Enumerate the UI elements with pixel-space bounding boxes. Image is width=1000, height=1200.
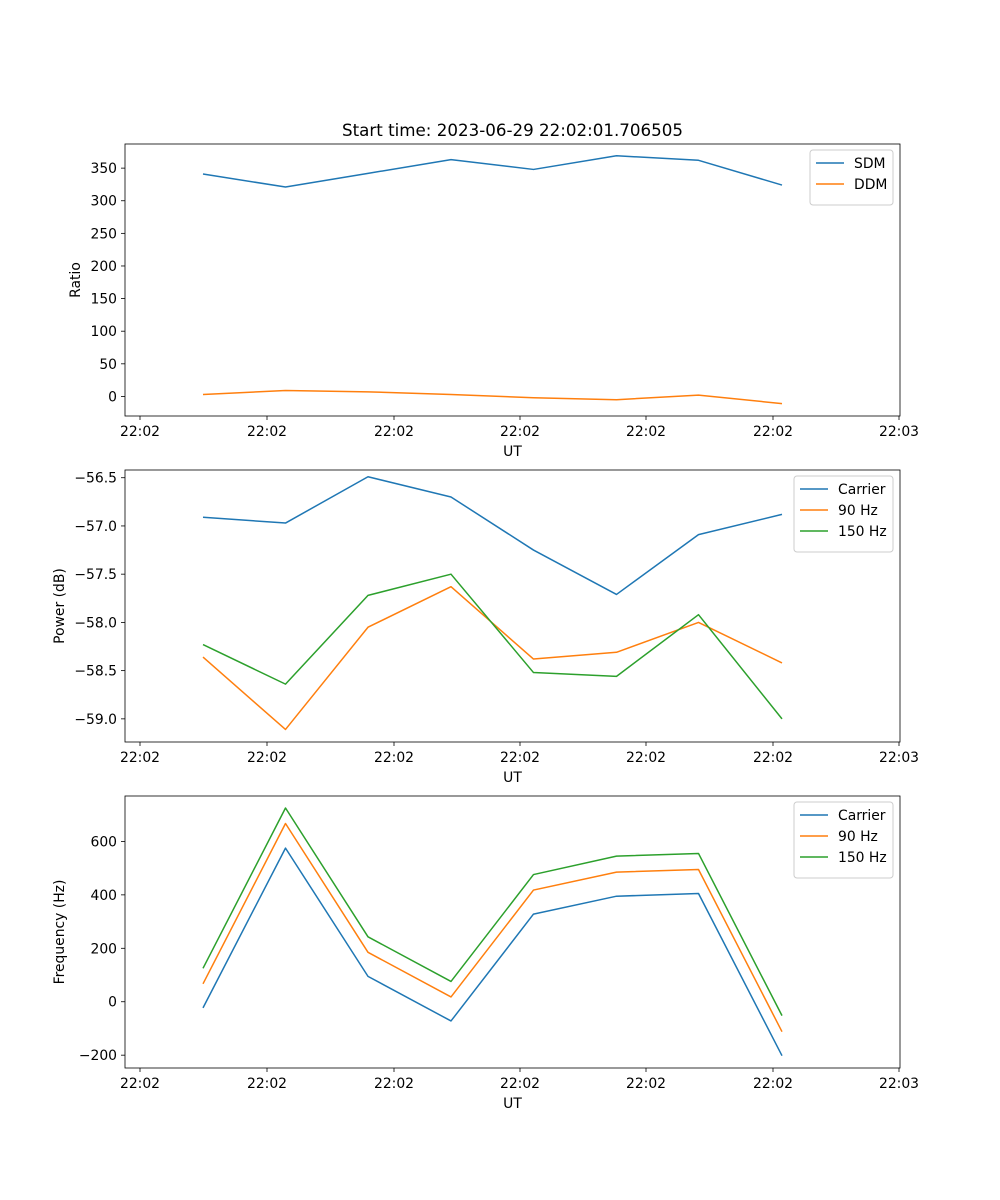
legend: SDM DDM bbox=[809, 149, 894, 206]
x-tick-label: 22:02 bbox=[626, 1076, 666, 1092]
series-line-150-hz bbox=[202, 807, 783, 1016]
legend-label: 150 Hz bbox=[838, 524, 887, 540]
y-tick-label: 300 bbox=[90, 194, 117, 210]
y-tick-label: 50 bbox=[99, 357, 117, 373]
chart-panel-1: 22:02 22:02 22:02 22:02 22:02 22:02 22:03 0 50 10… bbox=[68, 120, 919, 460]
x-tick-label: 22:02 bbox=[500, 424, 540, 440]
series-line-90-hz bbox=[202, 822, 783, 1033]
series-line-carrier bbox=[202, 847, 783, 1057]
x-tick-label: 22:02 bbox=[626, 750, 666, 766]
x-tick-label: 22:02 bbox=[120, 424, 160, 440]
legend-label: Carrier bbox=[838, 808, 886, 824]
chart-panel-2: 22:02 22:02 22:02 22:02 22:02 22:02 22:03 −59.0… bbox=[52, 469, 919, 786]
x-tick-label: 22:03 bbox=[879, 750, 919, 766]
x-tick-label: 22:03 bbox=[879, 424, 919, 440]
legend-label: Carrier bbox=[838, 482, 886, 498]
y-tick-label: 200 bbox=[90, 259, 117, 275]
x-tick-label: 22:02 bbox=[247, 1076, 287, 1092]
legend: Carrier 90 Hz 150 Hz bbox=[793, 475, 894, 553]
y-tick-label: 200 bbox=[90, 941, 117, 957]
y-tick-label: 600 bbox=[90, 834, 117, 850]
legend: Carrier 90 Hz 150 Hz bbox=[793, 801, 894, 879]
chart-title: Start time: 2023-06-29 22:02:01.706505 bbox=[342, 120, 683, 140]
x-tick-label: 22:02 bbox=[626, 424, 666, 440]
series-line-sdm bbox=[202, 154, 783, 188]
y-tick-label: −59.0 bbox=[74, 712, 117, 728]
x-tick-label: 22:02 bbox=[753, 424, 793, 440]
axes-frame bbox=[124, 469, 901, 743]
x-tick-label: 22:02 bbox=[247, 424, 287, 440]
series-line-150-hz bbox=[202, 573, 783, 720]
x-tick-label: 22:02 bbox=[500, 1076, 540, 1092]
x-tick-label: 22:03 bbox=[879, 1076, 919, 1092]
y-tick-label: 100 bbox=[90, 324, 117, 340]
legend-label: SDM bbox=[854, 156, 886, 172]
chart-panel-3: 22:02 22:02 22:02 22:02 22:02 22:02 22:03 −200 0… bbox=[52, 795, 919, 1112]
y-tick-label: 150 bbox=[90, 292, 117, 308]
y-tick-label: −57.5 bbox=[74, 567, 117, 583]
x-tick-label: 22:02 bbox=[120, 1076, 160, 1092]
y-tick-label: 0 bbox=[108, 995, 117, 1011]
legend-label: DDM bbox=[854, 177, 887, 193]
series-line-ddm bbox=[202, 389, 783, 405]
x-tick-label: 22:02 bbox=[120, 750, 160, 766]
x-tick-label: 22:02 bbox=[247, 750, 287, 766]
legend-label: 90 Hz bbox=[838, 503, 878, 519]
y-tick-label: −200 bbox=[79, 1048, 117, 1064]
x-axis-label: UT bbox=[503, 444, 522, 460]
x-axis-label: UT bbox=[503, 1096, 522, 1112]
legend-frame bbox=[793, 801, 894, 879]
y-tick-label: 400 bbox=[90, 888, 117, 904]
x-tick-label: 22:02 bbox=[753, 750, 793, 766]
x-axis-label: UT bbox=[503, 770, 522, 786]
y-axis-label: Power (dB) bbox=[52, 568, 68, 644]
y-tick-label: 350 bbox=[90, 161, 117, 177]
y-tick-label: −58.0 bbox=[74, 615, 117, 631]
x-tick-label: 22:02 bbox=[374, 1076, 414, 1092]
x-tick-label: 22:02 bbox=[374, 750, 414, 766]
x-tick-label: 22:02 bbox=[374, 424, 414, 440]
y-tick-label: 0 bbox=[108, 389, 117, 405]
legend-label: 90 Hz bbox=[838, 829, 878, 845]
y-tick-label: −57.0 bbox=[74, 519, 117, 535]
y-tick-label: −58.5 bbox=[74, 664, 117, 680]
axes-frame bbox=[124, 143, 901, 417]
series-line-90-hz bbox=[202, 585, 783, 731]
legend-label: 150 Hz bbox=[838, 850, 887, 866]
axes-frame bbox=[124, 795, 901, 1069]
x-tick-label: 22:02 bbox=[500, 750, 540, 766]
x-tick-label: 22:02 bbox=[753, 1076, 793, 1092]
y-tick-label: 250 bbox=[90, 226, 117, 242]
y-axis-label: Frequency (Hz) bbox=[52, 880, 68, 985]
y-axis-label: Ratio bbox=[68, 262, 84, 298]
legend-frame bbox=[793, 475, 894, 553]
y-tick-label: −56.5 bbox=[74, 471, 117, 487]
series-line-carrier bbox=[202, 476, 783, 596]
